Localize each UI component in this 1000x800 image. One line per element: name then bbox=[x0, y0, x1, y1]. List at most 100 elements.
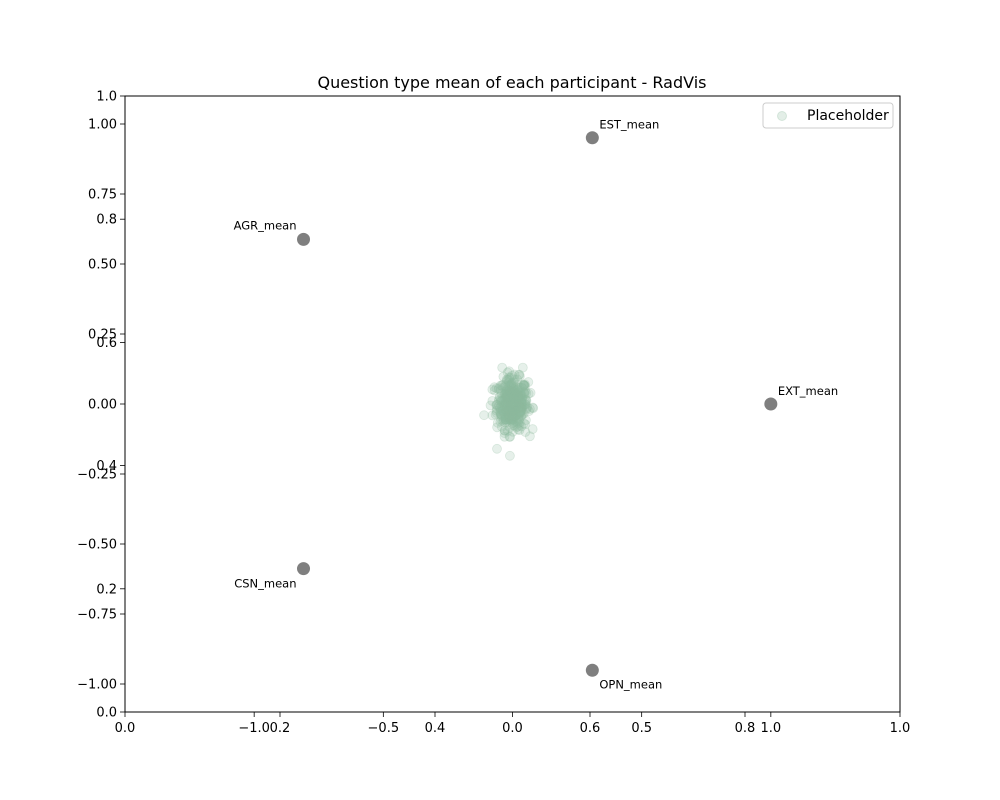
scatter-point bbox=[506, 405, 517, 416]
scatter-point bbox=[508, 420, 519, 431]
scatter-point bbox=[505, 410, 516, 421]
scatter-point bbox=[507, 393, 518, 404]
scatter-point bbox=[509, 390, 520, 401]
scatter-point bbox=[498, 415, 509, 425]
scatter-point bbox=[500, 399, 511, 409]
scatter-point bbox=[505, 414, 516, 425]
scatter-point bbox=[515, 402, 526, 413]
scatter-point bbox=[509, 388, 520, 399]
scatter-point bbox=[505, 450, 515, 461]
scatter-point bbox=[520, 397, 531, 408]
scatter-point bbox=[503, 411, 514, 422]
scatter-point bbox=[507, 411, 518, 422]
scatter-point bbox=[500, 380, 510, 391]
scatter-point bbox=[513, 396, 524, 407]
scatter-point bbox=[512, 404, 523, 415]
scatter-point bbox=[511, 401, 522, 411]
scatter-point bbox=[501, 374, 512, 385]
anchor-label: AGR_mean bbox=[234, 218, 297, 232]
scatter-point bbox=[514, 399, 525, 409]
scatter-point bbox=[508, 405, 518, 415]
scatter-point bbox=[516, 402, 526, 412]
scatter-point bbox=[513, 402, 524, 413]
scatter-point bbox=[508, 394, 518, 404]
scatter-point bbox=[500, 414, 511, 425]
scatter-point bbox=[495, 409, 506, 419]
scatter-point bbox=[498, 382, 509, 393]
scatter-point bbox=[515, 407, 526, 418]
radviz-x-tick-label: 0.5 bbox=[631, 721, 652, 736]
scatter-point bbox=[507, 397, 518, 408]
scatter-point bbox=[508, 381, 519, 392]
scatter-point bbox=[499, 428, 510, 438]
radviz-y-tick-label: −0.50 bbox=[77, 538, 117, 553]
scatter-point bbox=[493, 384, 504, 395]
scatter-point bbox=[516, 396, 527, 407]
scatter-point bbox=[504, 403, 515, 414]
outer-y-tick-label: 0.0 bbox=[96, 706, 117, 721]
scatter-point bbox=[503, 396, 513, 406]
scatter-point bbox=[510, 404, 521, 414]
scatter-point bbox=[509, 389, 520, 399]
scatter-point bbox=[515, 406, 526, 417]
scatter-point bbox=[500, 404, 510, 415]
scatter-point bbox=[516, 400, 527, 411]
scatter-point bbox=[515, 390, 526, 401]
scatter-point bbox=[487, 396, 498, 406]
scatter-point bbox=[516, 398, 527, 409]
outer-x-tick-label: 0.2 bbox=[270, 721, 291, 736]
scatter-point bbox=[498, 379, 509, 390]
scatter-point bbox=[487, 384, 498, 395]
outer-x-tick-label: 0.6 bbox=[580, 721, 601, 736]
scatter-point bbox=[502, 387, 512, 398]
scatter-point bbox=[496, 421, 507, 432]
scatter-point bbox=[515, 396, 526, 407]
scatter-point bbox=[520, 386, 531, 397]
scatter-point bbox=[504, 422, 515, 433]
scatter-point bbox=[512, 392, 523, 403]
scatter-point bbox=[504, 393, 514, 404]
scatter-point bbox=[512, 374, 523, 385]
radviz-y-tick-label: 1.00 bbox=[88, 118, 117, 133]
scatter-point bbox=[499, 393, 510, 404]
scatter-point bbox=[506, 414, 517, 425]
scatter-point bbox=[504, 405, 515, 416]
scatter-point bbox=[509, 404, 520, 415]
scatter-point bbox=[509, 389, 520, 400]
scatter-point bbox=[517, 362, 528, 373]
scatter-point bbox=[515, 391, 526, 402]
scatter-point bbox=[516, 403, 526, 414]
scatter-point bbox=[495, 409, 506, 419]
scatter-point bbox=[496, 400, 507, 411]
anchor-point bbox=[585, 131, 599, 145]
scatter-point bbox=[505, 397, 516, 408]
scatter-point bbox=[515, 388, 526, 399]
scatter-point bbox=[506, 387, 517, 398]
scatter-point bbox=[495, 416, 506, 427]
scatter-point bbox=[506, 399, 517, 410]
scatter-point bbox=[503, 386, 514, 397]
scatter-point bbox=[508, 401, 519, 412]
scatter-point bbox=[500, 400, 511, 411]
scatter-point bbox=[501, 403, 512, 414]
scatter-point bbox=[520, 381, 531, 391]
scatter-point bbox=[504, 404, 515, 415]
scatter-point bbox=[503, 395, 513, 405]
scatter-point bbox=[495, 394, 506, 405]
scatter-point bbox=[508, 393, 519, 404]
scatter-point bbox=[503, 403, 513, 414]
scatter-point bbox=[510, 388, 521, 399]
scatter-point bbox=[513, 394, 524, 404]
anchor-layer: EXT_mean EST_mean AGR_mean CSN_mean OPN_mean bbox=[234, 118, 839, 692]
scatter-point bbox=[507, 399, 518, 409]
scatter-point bbox=[500, 381, 511, 392]
scatter-point bbox=[505, 395, 516, 406]
scatter-point bbox=[505, 431, 516, 442]
scatter-point bbox=[504, 381, 515, 392]
scatter-point bbox=[505, 403, 516, 414]
scatter-point bbox=[505, 399, 516, 410]
scatter-point bbox=[519, 388, 530, 399]
scatter-point bbox=[504, 373, 515, 384]
scatter-point bbox=[515, 401, 526, 412]
scatter-point bbox=[489, 382, 500, 393]
